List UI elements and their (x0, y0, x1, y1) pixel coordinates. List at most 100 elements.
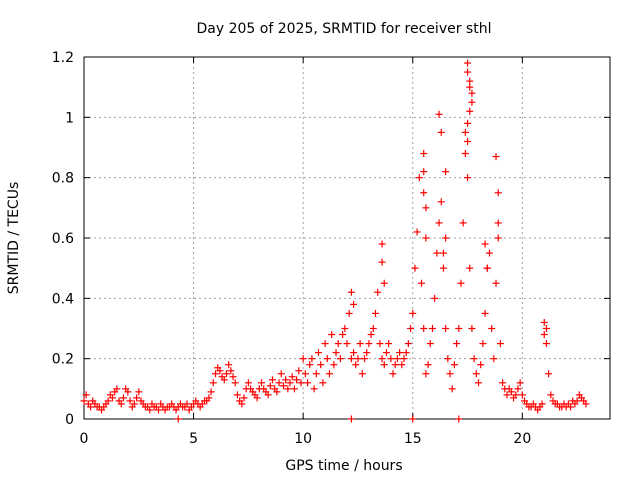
data-point (455, 325, 463, 332)
x-tick-label: 10 (294, 431, 312, 447)
data-point (117, 400, 125, 408)
data-point (439, 264, 447, 272)
data-point (268, 376, 276, 384)
data-point (512, 391, 520, 399)
data-point (459, 219, 467, 227)
data-point (483, 264, 491, 272)
data-point (207, 388, 215, 396)
data-point (494, 189, 502, 197)
data-point (389, 370, 397, 378)
data-point (545, 370, 553, 378)
data-point (108, 394, 116, 402)
data-point (387, 355, 395, 363)
x-axis: 0 5 10 15 20 (80, 57, 531, 447)
data-point (319, 379, 327, 387)
data-point (391, 361, 399, 369)
data-point (468, 98, 476, 106)
data-point (481, 309, 489, 317)
data-point (361, 355, 369, 363)
data-point (339, 331, 347, 339)
data-point (382, 349, 390, 357)
data-point (496, 340, 504, 348)
data-point (155, 406, 163, 414)
data-point (336, 355, 344, 363)
chart-title: Day 205 of 2025, SRMTID for receiver sth… (197, 21, 492, 37)
data-point (540, 318, 548, 326)
x-tick-label: 15 (404, 431, 422, 447)
data-point (475, 379, 482, 387)
data-point (380, 279, 388, 287)
data-point (126, 397, 134, 405)
data-point (464, 59, 472, 67)
data-points (80, 59, 590, 423)
data-point (437, 128, 445, 136)
data-point (477, 361, 485, 369)
data-point (104, 397, 112, 405)
data-point (225, 361, 233, 369)
data-point (499, 379, 507, 387)
data-point (279, 382, 287, 390)
data-point (183, 400, 191, 408)
y-axis-label: SRMTID / TECUs (6, 182, 22, 295)
data-point (404, 340, 412, 348)
data-point (573, 397, 581, 405)
data-point (464, 174, 472, 182)
data-point (435, 219, 443, 227)
data-point (321, 340, 329, 348)
data-point (435, 110, 443, 118)
data-point (538, 400, 546, 408)
data-point (468, 89, 476, 97)
data-point (264, 391, 272, 399)
data-point (420, 150, 428, 158)
data-point (227, 367, 235, 375)
data-point (481, 240, 489, 248)
x-axis-label: GPS time / hours (285, 458, 402, 474)
data-point (442, 325, 450, 332)
plot-frame (83, 56, 611, 420)
data-point (426, 340, 434, 348)
data-point (422, 370, 430, 378)
data-point (369, 325, 377, 332)
data-point (328, 331, 336, 339)
data-point (220, 376, 228, 384)
data-point (468, 325, 476, 332)
data-point (80, 397, 88, 405)
data-point (275, 379, 283, 387)
data-point (212, 370, 219, 378)
data-point (540, 331, 548, 339)
y-tick-label: 1.2 (52, 50, 74, 66)
data-point (422, 234, 430, 242)
data-point (288, 373, 296, 381)
data-point (582, 400, 590, 408)
data-point (174, 415, 182, 423)
data-point (479, 340, 487, 348)
data-point (312, 370, 320, 378)
data-point (330, 361, 338, 369)
data-point (413, 228, 421, 236)
data-point (273, 388, 281, 396)
data-point (367, 331, 375, 339)
data-point (317, 361, 325, 369)
data-point (446, 370, 454, 378)
data-point (124, 388, 132, 396)
data-point (216, 367, 224, 375)
data-point (347, 288, 355, 296)
data-point (490, 355, 498, 363)
data-point (229, 373, 237, 381)
data-point (299, 355, 307, 363)
y-tick-label: 1 (65, 110, 74, 126)
data-point (130, 400, 138, 408)
data-point (295, 367, 303, 375)
data-point (415, 174, 423, 182)
data-point (396, 349, 404, 357)
data-point (402, 349, 410, 357)
data-point (293, 376, 301, 384)
data-point (488, 325, 496, 332)
data-point (542, 340, 550, 348)
x-tick-label: 5 (189, 431, 198, 447)
data-point (485, 249, 493, 257)
data-point (492, 279, 500, 287)
y-tick-label: 0.4 (52, 291, 74, 307)
data-point (301, 370, 309, 378)
data-point (374, 288, 382, 296)
